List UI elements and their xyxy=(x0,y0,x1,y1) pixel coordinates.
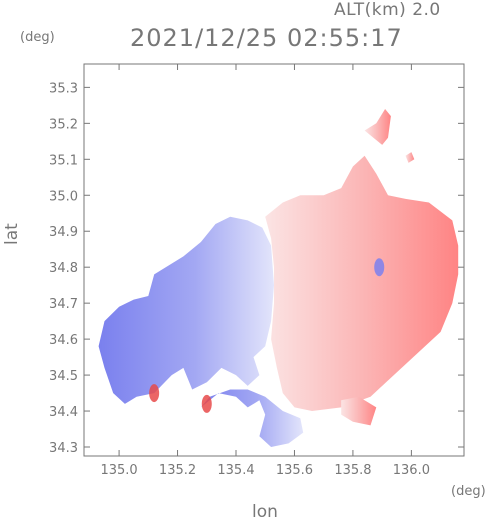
y-tick-label: 35.0 xyxy=(49,189,78,204)
echo-highlights xyxy=(149,258,385,413)
echo-region-positive-4 xyxy=(405,152,415,163)
y-tick-label: 34.7 xyxy=(49,297,78,312)
y-tick-label: 35.1 xyxy=(49,153,78,168)
echo-region-negative-0 xyxy=(98,216,274,404)
altitude-label: ALT(km) 2.0 xyxy=(334,0,441,20)
y-tick-label: 34.6 xyxy=(49,333,78,348)
echo-highlight-1 xyxy=(149,384,160,403)
y-tick-label: 34.4 xyxy=(49,405,78,420)
x-tick-label: 135.2 xyxy=(159,463,196,478)
y-tick-label: 34.8 xyxy=(49,261,78,276)
echo-regions xyxy=(98,109,459,447)
y-tick-label: 34.9 xyxy=(49,225,78,240)
echo-region-positive-2 xyxy=(265,155,459,411)
x-tick-label: 135.8 xyxy=(334,463,371,478)
x-tick-label: 135.6 xyxy=(276,463,313,478)
y-tick-label: 34.3 xyxy=(49,441,78,456)
y-axis-unit: (deg) xyxy=(20,30,55,45)
y-tick-label: 35.2 xyxy=(49,117,78,132)
echo-highlight-0 xyxy=(374,258,385,277)
y-tick-label: 35.3 xyxy=(49,81,78,96)
echo-region-positive-5 xyxy=(341,396,377,426)
y-tick-label: 34.5 xyxy=(49,369,78,384)
x-tick-label: 135.0 xyxy=(100,463,137,478)
timestamp-title: 2021/12/25 02:55:17 xyxy=(130,24,403,52)
echo-highlight-2 xyxy=(201,394,212,413)
echo-region-positive-3 xyxy=(364,109,391,145)
x-axis-ticks: 135.0 135.2 135.4 135.6 135.8 136.0 xyxy=(100,64,430,478)
x-tick-label: 136.0 xyxy=(393,463,430,478)
x-tick-label: 135.4 xyxy=(217,463,254,478)
x-axis-label: lon xyxy=(252,502,278,522)
y-axis-ticks: 34.3 34.4 34.5 34.6 34.7 34.8 34.9 35.0 35.1 35.2… xyxy=(49,81,464,456)
echo-region-negative-1 xyxy=(200,389,304,447)
plot-frame xyxy=(83,63,465,457)
x-axis-unit: (deg) xyxy=(451,484,486,499)
